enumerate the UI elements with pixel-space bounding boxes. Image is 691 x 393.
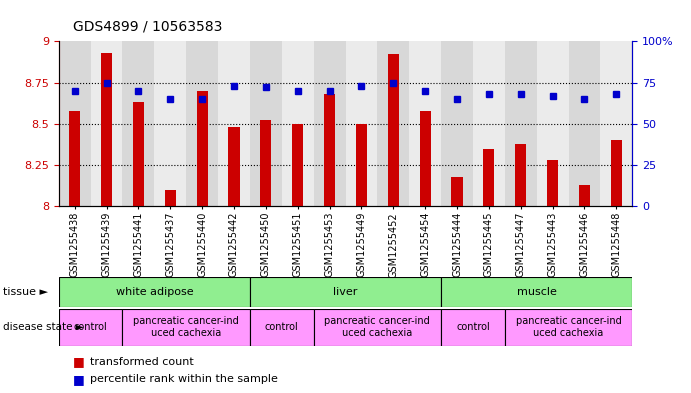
Bar <box>133 102 144 206</box>
Text: control: control <box>74 322 108 332</box>
Text: control: control <box>265 322 299 332</box>
Text: ■: ■ <box>73 373 84 386</box>
Bar <box>59 277 250 307</box>
Bar <box>250 277 441 307</box>
Text: muscle: muscle <box>517 287 557 297</box>
Bar <box>537 41 569 206</box>
Bar <box>91 41 122 206</box>
Text: ■: ■ <box>73 355 84 368</box>
Bar <box>314 41 346 206</box>
Bar <box>59 309 122 346</box>
Bar <box>122 309 250 346</box>
Bar <box>250 309 314 346</box>
Bar <box>218 41 250 206</box>
Bar <box>419 110 430 206</box>
Bar <box>324 94 335 206</box>
Bar <box>441 277 632 307</box>
Bar <box>122 41 154 206</box>
Text: pancreatic cancer-ind
uced cachexia: pancreatic cancer-ind uced cachexia <box>515 316 621 338</box>
Text: transformed count: transformed count <box>90 356 193 367</box>
Bar <box>261 121 272 206</box>
Text: control: control <box>456 322 490 332</box>
Bar <box>346 41 377 206</box>
Bar <box>505 41 537 206</box>
Text: pancreatic cancer-ind
uced cachexia: pancreatic cancer-ind uced cachexia <box>325 316 430 338</box>
Bar <box>505 309 632 346</box>
Bar <box>377 41 409 206</box>
Bar <box>600 41 632 206</box>
Bar <box>164 190 176 206</box>
Text: percentile rank within the sample: percentile rank within the sample <box>90 374 278 384</box>
Bar <box>441 309 505 346</box>
Bar <box>611 140 622 206</box>
Bar <box>473 41 505 206</box>
Bar <box>356 124 367 206</box>
Bar <box>250 41 282 206</box>
Text: liver: liver <box>333 287 358 297</box>
Bar <box>59 41 91 206</box>
Bar <box>69 110 80 206</box>
Text: GDS4899 / 10563583: GDS4899 / 10563583 <box>73 19 222 33</box>
Bar <box>186 41 218 206</box>
Bar <box>483 149 495 206</box>
Bar <box>515 143 527 206</box>
Bar <box>154 41 186 206</box>
Bar <box>292 124 303 206</box>
Bar <box>101 53 112 206</box>
Bar <box>579 185 590 206</box>
Bar <box>441 41 473 206</box>
Bar <box>196 91 208 206</box>
Bar <box>451 176 462 206</box>
Bar <box>569 41 600 206</box>
Bar <box>409 41 441 206</box>
Text: pancreatic cancer-ind
uced cachexia: pancreatic cancer-ind uced cachexia <box>133 316 239 338</box>
Bar <box>388 55 399 206</box>
Text: white adipose: white adipose <box>115 287 193 297</box>
Text: tissue ►: tissue ► <box>3 287 48 297</box>
Bar <box>547 160 558 206</box>
Bar <box>314 309 441 346</box>
Bar <box>229 127 240 206</box>
Bar <box>282 41 314 206</box>
Text: disease state ►: disease state ► <box>3 322 84 332</box>
